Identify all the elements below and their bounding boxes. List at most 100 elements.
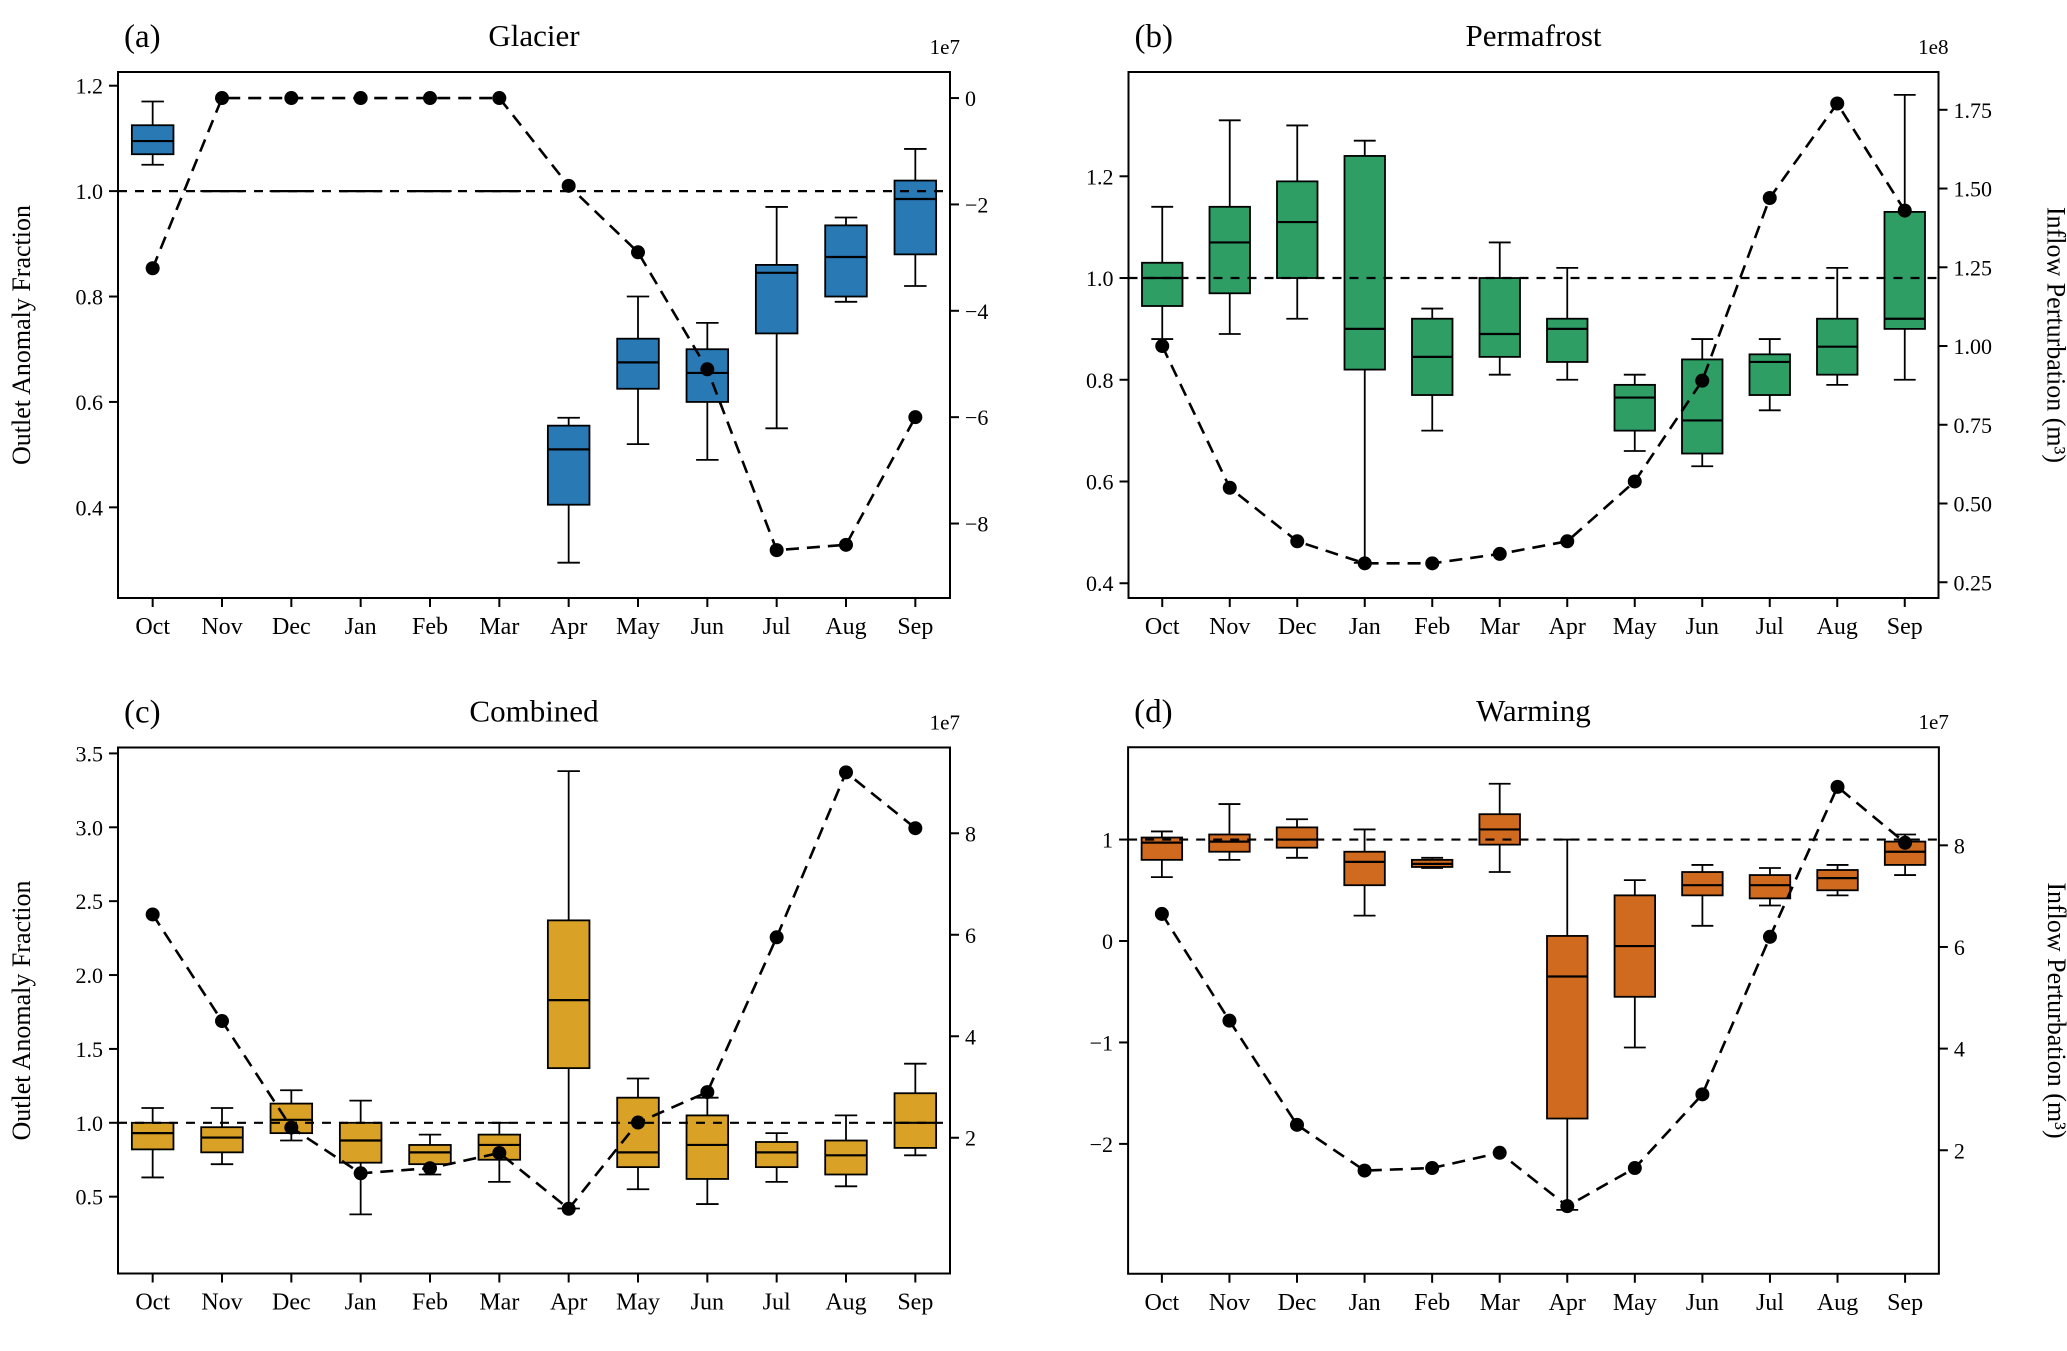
iqr-box xyxy=(1208,205,1251,295)
x-tick-label: Jan xyxy=(1349,614,1381,640)
left-tick-label: 1.0 xyxy=(76,179,104,204)
line-marker xyxy=(1830,779,1845,794)
iqr-box xyxy=(754,264,799,335)
x-tick-label: Feb xyxy=(412,1290,448,1316)
box-nov xyxy=(1208,119,1251,335)
x-tick-label: Nov xyxy=(1209,1290,1251,1316)
panel-letter-a: (a) xyxy=(124,19,161,55)
box-jan xyxy=(338,1099,383,1216)
box-sep xyxy=(893,1062,938,1157)
x-tick-label: May xyxy=(616,1290,660,1316)
iqr-box xyxy=(1343,850,1386,887)
iqr-box xyxy=(685,348,730,403)
box-dec xyxy=(269,1089,314,1142)
box-feb xyxy=(1410,856,1454,869)
line-marker xyxy=(1560,1199,1575,1214)
x-tick-label: Oct xyxy=(135,1290,170,1316)
iqr-box xyxy=(893,179,938,256)
line-marker xyxy=(492,91,507,106)
iqr-box xyxy=(1140,836,1184,861)
iqr-box xyxy=(1343,155,1386,371)
panel-a-title: Glacier xyxy=(488,18,580,53)
x-tick-label: Aug xyxy=(1817,614,1858,640)
iqr-box xyxy=(685,1114,730,1180)
panel-d-right-axis-title: Inflow Perturbation (m³) xyxy=(2042,882,2067,1138)
line-marker xyxy=(839,537,853,552)
panel-d-title: Warming xyxy=(1476,693,1591,728)
right-tick-label: 0.75 xyxy=(1954,413,1993,438)
line-marker xyxy=(145,907,160,922)
x-tick-label: Dec xyxy=(1278,1290,1317,1316)
box-aug xyxy=(824,216,868,303)
line-marker xyxy=(1222,480,1237,495)
line-marker xyxy=(1222,1013,1237,1028)
right-tick-label: −4 xyxy=(965,299,988,324)
panel-letter-c: (c) xyxy=(124,695,161,731)
x-tick-label: Feb xyxy=(1414,614,1450,640)
iqr-box xyxy=(200,1126,244,1154)
line-marker xyxy=(1830,96,1845,111)
box-apr xyxy=(546,416,591,564)
box-feb xyxy=(1411,307,1454,432)
left-tick-label: 2.0 xyxy=(76,963,104,988)
panel-b-scale-offset: 1e8 xyxy=(1918,35,1948,59)
x-tick-label: Aug xyxy=(825,614,866,640)
x-tick-label: Jul xyxy=(1756,1290,1784,1316)
x-tick-label: Dec xyxy=(1278,614,1317,640)
line-marker xyxy=(492,1145,507,1160)
x-tick-label: Nov xyxy=(1209,614,1250,640)
box-sep xyxy=(1883,93,1926,381)
line-marker xyxy=(1695,373,1710,388)
x-tick-label: Mar xyxy=(479,1290,519,1316)
box-may xyxy=(616,295,660,446)
iqr-box xyxy=(130,124,175,156)
line-marker xyxy=(1627,474,1642,489)
panel-c-combined-chart: (c) Combined 1e7 Outlet Anomaly Fraction… xyxy=(7,694,977,1316)
x-tick-label: Dec xyxy=(272,614,311,640)
box-apr xyxy=(546,770,591,1210)
x-tick-label: Sep xyxy=(897,614,933,640)
line-marker xyxy=(423,1161,437,1176)
line-marker xyxy=(1290,534,1305,549)
box-may xyxy=(1613,879,1657,1049)
box-nov xyxy=(1208,803,1251,861)
box-may xyxy=(1613,373,1656,452)
box-jun xyxy=(685,321,730,461)
x-tick-label: Oct xyxy=(1145,1290,1180,1316)
right-tick-label: −6 xyxy=(965,405,988,430)
panel-letter-d: (d) xyxy=(1134,694,1173,730)
x-tick-label: Sep xyxy=(1887,1290,1923,1316)
axes-frame xyxy=(117,746,951,1275)
x-tick-label: Jun xyxy=(1686,614,1719,640)
iqr-box xyxy=(546,919,591,1070)
left-tick-label: 0.8 xyxy=(76,285,104,310)
line-marker xyxy=(631,245,645,260)
panel-b-plot-area: Oct Nov Dec Jan Feb Mar Apr May Jun Jul Aug Sep 0.4 0… xyxy=(1086,71,1993,640)
panel-a-left-axis-title: Outlet Anomaly Fraction xyxy=(7,205,36,465)
iqr-box xyxy=(1681,358,1724,455)
line-marker xyxy=(1357,556,1372,571)
iqr-box xyxy=(616,337,660,390)
line-marker xyxy=(284,1120,299,1135)
box-aug xyxy=(824,1114,868,1188)
panel-c-plot-area: Oct Nov Dec Jan Feb Mar Apr May Jun Jul Aug Sep 0.5 1… xyxy=(76,741,977,1315)
x-tick-label: Apr xyxy=(1549,614,1586,640)
iqr-box xyxy=(1141,261,1184,307)
line-marker xyxy=(1492,546,1507,561)
left-tick-label: 3.0 xyxy=(76,815,104,840)
left-tick-label: 2.5 xyxy=(76,889,104,914)
box-jul xyxy=(754,1132,799,1183)
right-tick-label: 2 xyxy=(1954,1138,1965,1163)
right-tick-label: 1.25 xyxy=(1954,255,1993,280)
line-marker xyxy=(700,1085,715,1100)
iqr-box xyxy=(1276,180,1319,279)
line-marker xyxy=(1695,1087,1710,1102)
box-jun xyxy=(685,1096,730,1205)
right-tick-label: 1.00 xyxy=(1954,334,1993,359)
iqr-box xyxy=(1748,353,1791,396)
left-tick-label: 1.2 xyxy=(76,74,104,99)
left-tick-label: −1 xyxy=(1090,1030,1113,1055)
line-marker xyxy=(1425,1161,1440,1176)
box-oct xyxy=(130,100,175,166)
right-tick-label: 4 xyxy=(965,1024,976,1049)
